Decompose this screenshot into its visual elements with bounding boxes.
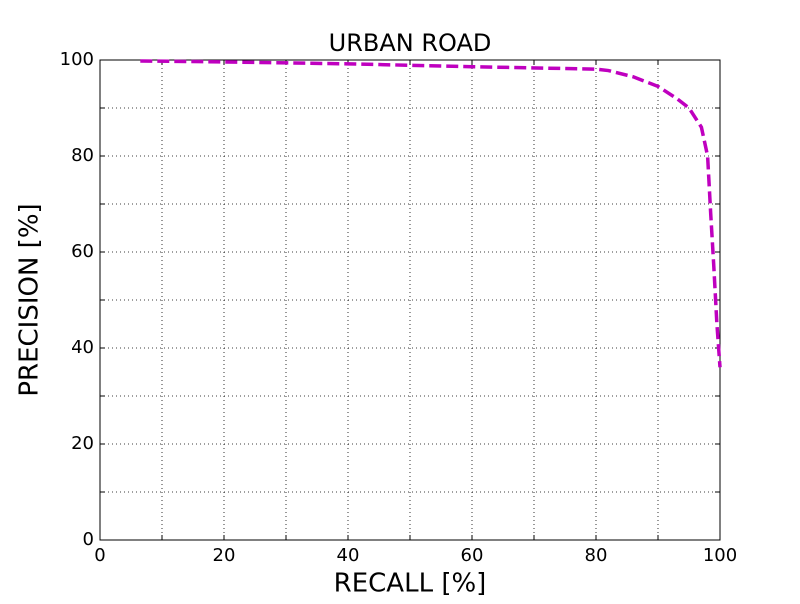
y-tick-label: 40 <box>71 337 94 358</box>
x-tick-label: 0 <box>94 545 105 566</box>
x-axis-label: RECALL [%] <box>334 569 487 599</box>
y-tick-label: 100 <box>60 49 94 70</box>
x-tick-label: 40 <box>337 545 360 566</box>
y-tick-label: 20 <box>71 433 94 454</box>
y-tick-label: 0 <box>83 529 94 550</box>
data-line <box>140 59 722 368</box>
chart-title: URBAN ROAD <box>329 29 492 57</box>
x-tick-label: 100 <box>703 545 737 566</box>
x-tick-label: 60 <box>461 545 484 566</box>
y-tick-label: 80 <box>71 145 94 166</box>
plot-frame <box>99 59 721 541</box>
y-axis-label: PRECISION [%] <box>15 203 45 396</box>
x-tick-label: 80 <box>585 545 608 566</box>
x-tick-label: 20 <box>213 545 236 566</box>
y-tick-label: 60 <box>71 241 94 262</box>
